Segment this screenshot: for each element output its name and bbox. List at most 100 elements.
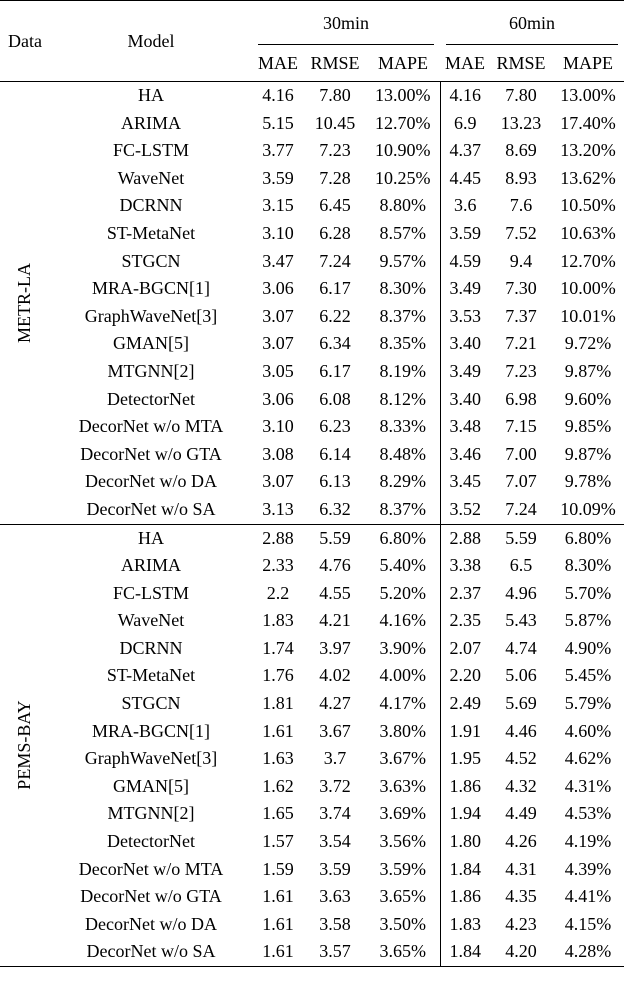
metric-value: 4.26 [505, 831, 537, 852]
metric-value: 4.90% [564, 637, 612, 658]
metric-value: 2.33 [262, 555, 294, 576]
metric-value: 10.00% [560, 278, 616, 299]
table-row: GraphWaveNet[3] 1.63 3.7 3.67% 1.95 4.52 4.62% [0, 745, 624, 773]
metric-value: 5.20% [366, 579, 441, 608]
metric-value: 4.74 [505, 637, 537, 658]
metric-value: 9.72% [564, 333, 612, 354]
metric-value: 3.38 [449, 555, 482, 576]
table-row: DecorNet w/o SA 3.13 6.32 8.37% 3.52 7.24 10.0… [0, 495, 624, 524]
metric-value: 7.37 [505, 305, 537, 326]
metric-value: 2.20 [449, 665, 482, 686]
header-metric: RMSE [496, 52, 546, 73]
metric-value: 4.31% [564, 775, 612, 796]
table-body: METR-LA HA 4.16 7.80 13.00% 4.16 7.80 13.00% ARI… [0, 81, 624, 967]
metric-value: 4.02 [319, 665, 351, 686]
metric-value: 4.19% [564, 831, 612, 852]
metric-value: 8.29% [366, 468, 441, 496]
model-name: DecorNet w/o SA [86, 941, 216, 962]
table-row: STGCN 1.81 4.27 4.17% 2.49 5.69 5.79% [0, 690, 624, 718]
metric-value: 8.12% [366, 385, 441, 414]
metric-value: 7.23 [319, 140, 351, 161]
metric-value: 1.86 [449, 775, 482, 796]
model-name: ARIMA [120, 112, 181, 133]
metric-value: 3.63 [319, 886, 351, 907]
metric-value: 5.69 [505, 693, 537, 714]
metric-value: 4.16 [449, 85, 482, 105]
metric-value: 4.17% [366, 690, 441, 718]
metric-value: 3.69% [366, 800, 441, 829]
metric-value: 3.7 [323, 748, 347, 769]
metric-value: 4.52 [505, 748, 537, 769]
model-name: HA [138, 527, 164, 548]
model-name: DecorNet w/o DA [85, 471, 217, 492]
metric-value: 4.35 [505, 886, 537, 907]
metric-value: 8.57% [366, 219, 441, 248]
metric-value: 3.52 [449, 498, 482, 519]
table-row: STGCN 3.47 7.24 9.57% 4.59 9.4 12.70% [0, 247, 624, 276]
metric-value: 4.23 [505, 913, 537, 934]
metric-value: 1.86 [449, 886, 482, 907]
metric-value: 7.23 [505, 360, 537, 381]
metric-value: 1.83 [449, 913, 482, 934]
metric-value: 9.57% [366, 247, 441, 276]
model-name: MTGNN[2] [107, 360, 195, 381]
metric-value: 5.45% [564, 665, 612, 686]
metric-value: 3.63% [366, 772, 441, 801]
metric-value: 2.88 [262, 527, 294, 548]
metric-value: 9.85% [564, 416, 612, 437]
metric-value: 1.81 [262, 693, 294, 714]
metric-value: 6.08 [319, 388, 351, 409]
table-row: METR-LA HA 4.16 7.80 13.00% 4.16 7.80 13.00% [0, 81, 624, 343]
metric-value: 17.40% [560, 112, 616, 133]
metric-value: 10.01% [560, 305, 616, 326]
metric-value: 1.62 [262, 775, 294, 796]
table-row: DecorNet w/o DA 1.61 3.58 3.50% 1.83 4.23 4.15… [0, 910, 624, 939]
metric-value: 4.49 [505, 803, 537, 824]
table-row: DCRNN 1.74 3.97 3.90% 2.07 4.74 4.90% [0, 634, 624, 663]
metric-value: 1.61 [262, 941, 294, 962]
metric-value: 9.60% [564, 388, 612, 409]
metric-value: 1.61 [262, 886, 294, 907]
metric-value: 3.10 [262, 222, 294, 243]
metric-value: 6.34 [319, 333, 351, 354]
metric-value: 4.53% [564, 803, 612, 824]
metric-value: 5.59 [505, 527, 537, 548]
metric-value: 4.60% [564, 720, 612, 741]
table-row: DecorNet w/o GTA 1.61 3.63 3.65% 1.86 4.35 4.4… [0, 883, 624, 911]
header-row-metrics: MAE RMSE MAPE MAE RMSE MAPE [0, 45, 624, 82]
metric-value: 3.15 [262, 195, 294, 216]
metric-value: 1.83 [262, 610, 294, 631]
metric-value: 3.10 [262, 416, 294, 437]
table-row: DecorNet w/o MTA 3.10 6.23 8.33% 3.48 7.15 9.8… [0, 413, 624, 441]
model-name: DCRNN [119, 637, 183, 658]
model-name: DecorNet w/o SA [86, 498, 216, 519]
metric-value: 9.4 [509, 250, 533, 271]
metric-value: 3.58 [319, 913, 351, 934]
model-name: ARIMA [120, 555, 181, 576]
model-name: GraphWaveNet[3] [84, 305, 218, 326]
metric-value: 10.25% [366, 164, 441, 193]
metric-value: 8.33% [366, 413, 441, 441]
model-name: STGCN [121, 250, 181, 271]
table-row: GraphWaveNet[3] 3.07 6.22 8.37% 3.53 7.37 10.0… [0, 302, 624, 331]
metric-value: 4.21 [319, 610, 351, 631]
metric-value: 6.9 [454, 112, 477, 133]
model-name: DecorNet w/o MTA [78, 416, 224, 437]
header-data: Data [8, 30, 42, 51]
metric-value: 8.69 [505, 140, 537, 161]
metric-value: 3.59 [262, 167, 294, 188]
table-row: DetectorNet 1.57 3.54 3.56% 1.80 4.26 4.19% [0, 828, 624, 856]
metric-value: 4.32 [505, 775, 537, 796]
table-row: DecorNet w/o DA 3.07 6.13 8.29% 3.45 7.07 9.78… [0, 468, 624, 496]
metric-value: 4.46 [505, 720, 537, 741]
metric-value: 13.00% [560, 85, 616, 105]
metric-value: 3.08 [262, 443, 294, 464]
metric-value: 3.46 [449, 443, 482, 464]
metric-value: 7.80 [505, 85, 537, 105]
metric-value: 5.59 [319, 527, 351, 548]
dataset-label: METR-LA [14, 262, 35, 343]
table-row: ST-MetaNet 3.10 6.28 8.57% 3.59 7.52 10.63% [0, 219, 624, 248]
metric-value: 12.70% [560, 250, 616, 271]
table-row: ST-MetaNet 1.76 4.02 4.00% 2.20 5.06 5.45% [0, 662, 624, 691]
metric-value: 7.24 [505, 498, 537, 519]
